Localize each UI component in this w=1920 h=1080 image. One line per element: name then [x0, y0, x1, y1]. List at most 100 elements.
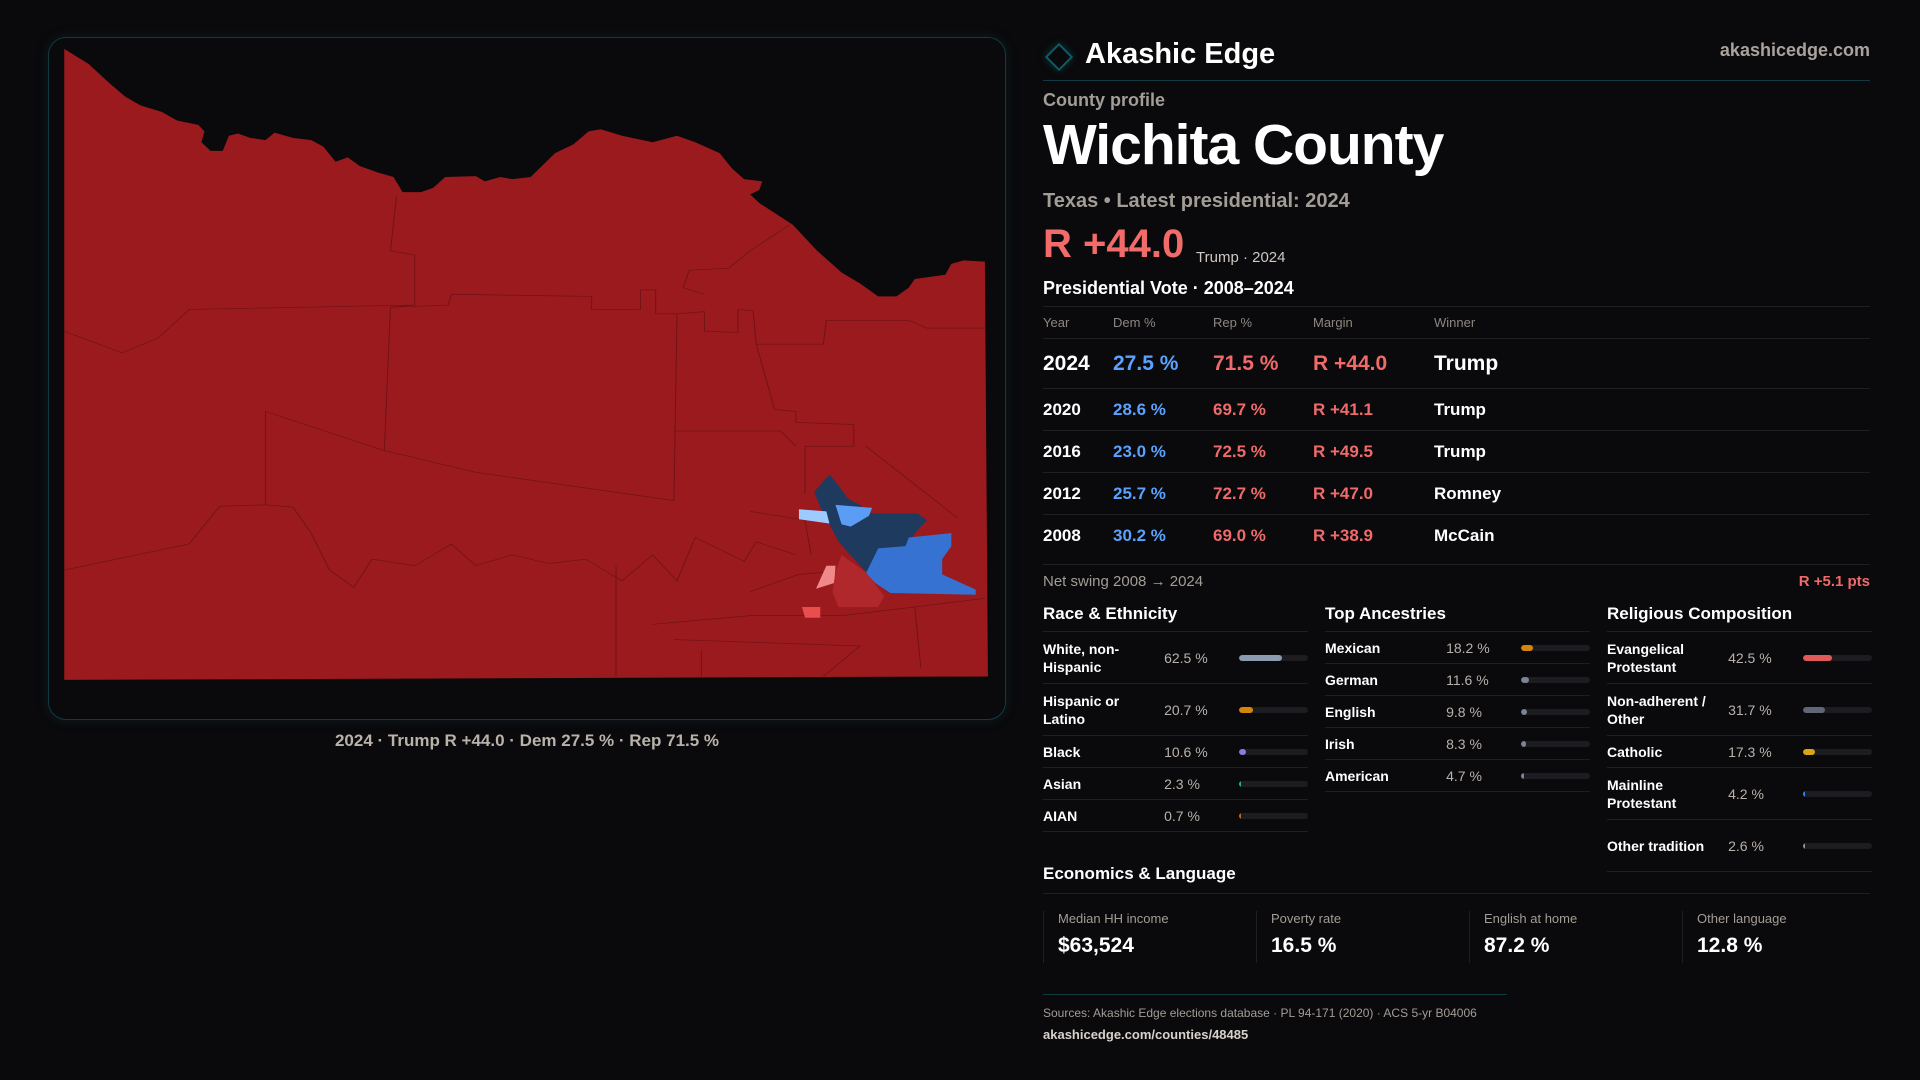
- stat-label: Evangelical Protestant: [1607, 640, 1685, 675]
- stat-bar-fill: [1802, 790, 1806, 797]
- table-divider: [1043, 564, 1870, 565]
- list-item: Irish 8.3 %: [1325, 728, 1590, 760]
- stat-bar-track: [1802, 706, 1872, 713]
- stat-bar-track: [1520, 676, 1590, 683]
- cell-rep: 72.5 %: [1213, 441, 1266, 461]
- table-row: 2012 25.7 % 72.7 % R +47.0 Romney: [1043, 472, 1870, 514]
- cell-margin: R +38.9: [1313, 525, 1374, 545]
- stat-label: Asian: [1043, 775, 1082, 792]
- stat-label: German: [1325, 671, 1378, 688]
- table-row: 2008 30.2 % 69.0 % R +38.9 McCain: [1043, 514, 1870, 556]
- cell-rep: 69.7 %: [1213, 399, 1266, 419]
- col-winner: Winner: [1434, 315, 1476, 330]
- list-item: Hispanic or Latino 20.7 %: [1043, 684, 1308, 736]
- cell-winner: Trump: [1434, 399, 1486, 419]
- map-precinct-rep-mid[interactable]: [801, 606, 821, 618]
- list-item: AIAN 0.7 %: [1043, 800, 1308, 832]
- map-precinct-dem-mid[interactable]: [835, 504, 873, 527]
- cell-dem: 27.5 %: [1113, 351, 1179, 375]
- stat-value: 31.7 %: [1728, 701, 1772, 718]
- religion-section: Religious Composition Evangelical Protest…: [1607, 602, 1872, 872]
- map-precinct-rep[interactable]: [64, 48, 988, 680]
- list-item: American 4.7 %: [1325, 760, 1590, 792]
- footer-divider: [1043, 994, 1507, 995]
- cell-winner: Romney: [1434, 483, 1502, 503]
- page-kicker: County profile: [1043, 90, 1165, 110]
- net-swing-label: Net swing 2008 → 2024: [1043, 573, 1204, 590]
- headline-margin: R +44.0: [1043, 222, 1185, 266]
- stat-bar-track: [1520, 644, 1590, 651]
- county-map[interactable]: [48, 37, 1006, 720]
- race-title: Race & Ethnicity: [1043, 602, 1308, 632]
- map-precinct-rep-light[interactable]: [815, 565, 836, 589]
- stat-bar-track: [1520, 772, 1590, 779]
- stat-bar-track: [1238, 748, 1308, 755]
- card-value: 16.5 %: [1271, 934, 1337, 957]
- stat-bar-fill: [1802, 748, 1815, 755]
- stat-bar-track: [1520, 708, 1590, 715]
- page-subtitle: Texas • Latest presidential: 2024: [1043, 190, 1350, 212]
- stat-label: White, non-Hispanic: [1043, 640, 1120, 675]
- stat-label: AIAN: [1043, 807, 1078, 824]
- race-section: Race & Ethnicity White, non-Hispanic 62.5 …: [1043, 602, 1308, 832]
- header-divider: [1043, 80, 1870, 81]
- stat-value: 18.2 %: [1446, 639, 1490, 656]
- precinct-boundaries: [64, 196, 985, 677]
- brand-logo[interactable]: Akashic Edge: [1043, 38, 1275, 71]
- stat-label: Irish: [1325, 735, 1355, 752]
- stat-value: 4.7 %: [1446, 767, 1482, 784]
- stat-bar-track: [1802, 790, 1872, 797]
- net-swing-value: R +5.1 pts: [1798, 573, 1870, 590]
- col-dem: Dem %: [1113, 315, 1156, 330]
- stat-label: Black: [1043, 743, 1081, 760]
- stat-value: 4.2 %: [1728, 785, 1764, 802]
- map-precinct-dem-light[interactable]: [798, 509, 830, 524]
- stat-label: Catholic: [1607, 743, 1663, 760]
- card-label: Median HH income: [1058, 911, 1169, 926]
- cell-winner: Trump: [1434, 351, 1499, 375]
- cell-margin: R +41.1: [1313, 399, 1374, 419]
- table-row: 2024 27.5 % 71.5 % R +44.0 Trump: [1043, 338, 1870, 388]
- econ-divider: [1043, 893, 1870, 894]
- list-item: White, non-Hispanic 62.5 %: [1043, 632, 1308, 684]
- list-item: Mainline Protestant 4.2 %: [1607, 768, 1872, 820]
- page-title: Wichita County: [1043, 113, 1444, 177]
- cell-year: 2020: [1043, 399, 1081, 419]
- col-margin: Margin: [1313, 315, 1353, 330]
- stat-bar-track: [1238, 812, 1308, 819]
- stat-label: Mexican: [1325, 639, 1381, 656]
- cell-margin: R +49.5: [1313, 441, 1374, 461]
- card-value: 12.8 %: [1697, 934, 1763, 957]
- headline-margin-note: Trump · 2024: [1196, 249, 1286, 266]
- sources-text: Sources: Akashic Edge elections database…: [1043, 1006, 1477, 1020]
- cell-margin: R +44.0: [1313, 351, 1388, 375]
- cell-winner: Trump: [1434, 441, 1486, 461]
- map-precinct-rep-lean[interactable]: [832, 554, 885, 607]
- cell-year: 2016: [1043, 441, 1081, 461]
- list-item: Mexican 18.2 %: [1325, 632, 1590, 664]
- list-item: Black 10.6 %: [1043, 736, 1308, 768]
- list-item: Catholic 17.3 %: [1607, 736, 1872, 768]
- stat-value: 11.6 %: [1446, 671, 1489, 688]
- map-precinct-dem[interactable]: [865, 533, 976, 595]
- cell-rep: 71.5 %: [1213, 351, 1279, 375]
- table-row: 2016 23.0 % 72.5 % R +49.5 Trump: [1043, 430, 1870, 472]
- stat-value: 2.6 %: [1728, 837, 1764, 854]
- stat-bar-track: [1238, 654, 1308, 661]
- site-link[interactable]: akashicedge.com: [1719, 40, 1870, 60]
- stat-card: English at home 87.2 %: [1469, 911, 1682, 963]
- cell-rep: 72.7 %: [1213, 483, 1266, 503]
- stat-bar-track: [1802, 654, 1872, 661]
- list-item: German 11.6 %: [1325, 664, 1590, 696]
- col-rep: Rep %: [1213, 315, 1253, 330]
- stat-bar-fill: [1238, 780, 1241, 787]
- card-label: English at home: [1484, 911, 1578, 926]
- cell-dem: 23.0 %: [1113, 441, 1166, 461]
- list-item: English 9.8 %: [1325, 696, 1590, 728]
- stat-bar-fill: [1238, 748, 1246, 755]
- stat-bar-fill: [1238, 706, 1253, 713]
- map-precinct-dem-strong[interactable]: [814, 474, 927, 573]
- cell-margin: R +47.0: [1313, 483, 1374, 503]
- county-url-link[interactable]: akashicedge.com/counties/48485: [1043, 1027, 1249, 1042]
- stat-label: English: [1325, 703, 1376, 720]
